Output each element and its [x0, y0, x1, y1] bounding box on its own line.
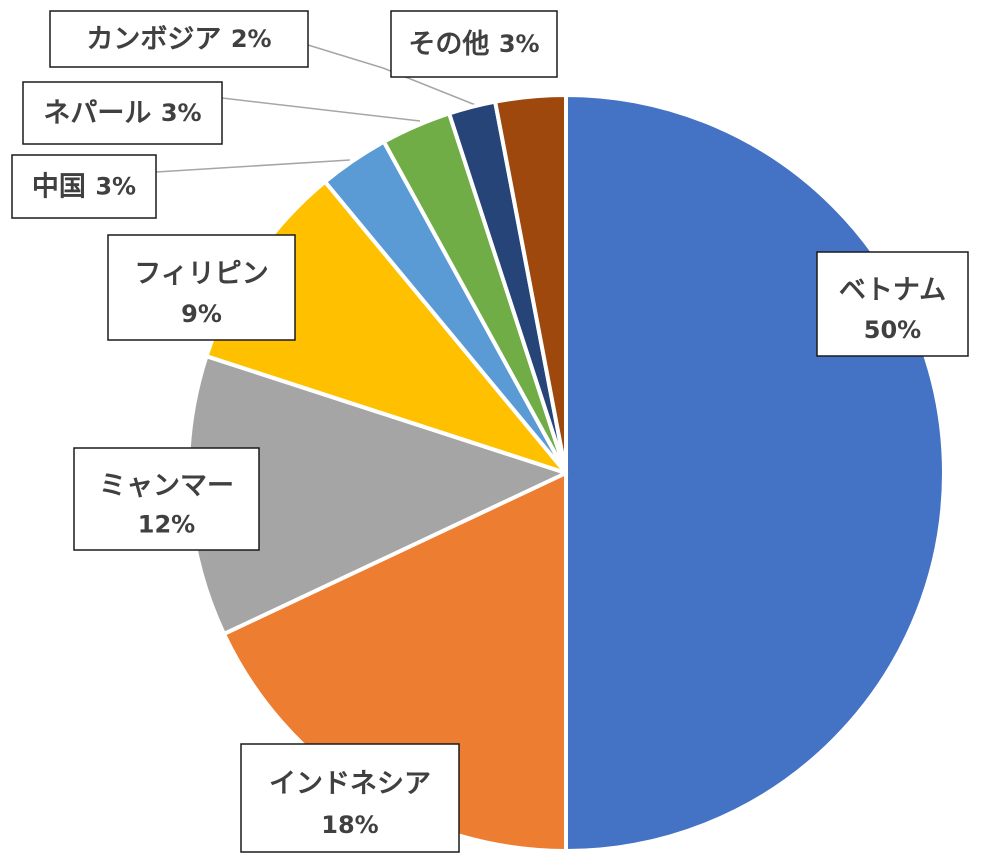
data-label: ネパール 3% [22, 81, 223, 145]
data-label-box [107, 234, 296, 341]
data-label-percent: 50% [864, 316, 921, 344]
data-label: 中国 3% [11, 154, 157, 219]
data-label-percent: 9% [181, 300, 222, 328]
data-label-category: フィリピン [134, 258, 268, 289]
leader-line [307, 44, 479, 107]
data-label-box [390, 10, 558, 78]
data-label-box [73, 447, 260, 551]
data-label-category: ベトナム [839, 275, 946, 306]
data-label-text: ネパール 3% [43, 98, 201, 129]
pie-slices [186, 93, 946, 853]
data-label: ミャンマー 12% [73, 447, 260, 551]
data-label-percent: 18% [321, 811, 378, 839]
data-label: ベトナム 50% [816, 251, 969, 357]
data-label: フィリピン 9% [107, 234, 296, 341]
data-label-box [49, 10, 309, 68]
leader-lines [155, 44, 479, 173]
data-label: インドネシア 18% [240, 743, 460, 853]
data-label-box [240, 743, 460, 853]
data-label-box [11, 154, 157, 219]
data-label-text: その他 3% [408, 29, 539, 60]
data-label-category: ミャンマー [99, 470, 234, 501]
data-label-category: インドネシア [269, 769, 431, 800]
data-label-text: カンボジア 2% [86, 24, 271, 55]
data-label-box [816, 251, 969, 357]
leader-line [221, 97, 421, 122]
data-label-percent: 12% [138, 511, 195, 539]
leader-line [155, 159, 351, 173]
pie-slice [564, 93, 946, 853]
data-label: カンボジア 2% [49, 10, 309, 68]
data-labels: ベトナム 50% インドネシア 18% ミャンマー 12% フィリピン 9% 中国 3% ネパール… [11, 10, 969, 853]
data-label: その他 3% [390, 10, 558, 78]
data-label-text: 中国 3% [32, 171, 136, 202]
data-label-box [22, 81, 223, 145]
pie-slice [493, 93, 568, 475]
